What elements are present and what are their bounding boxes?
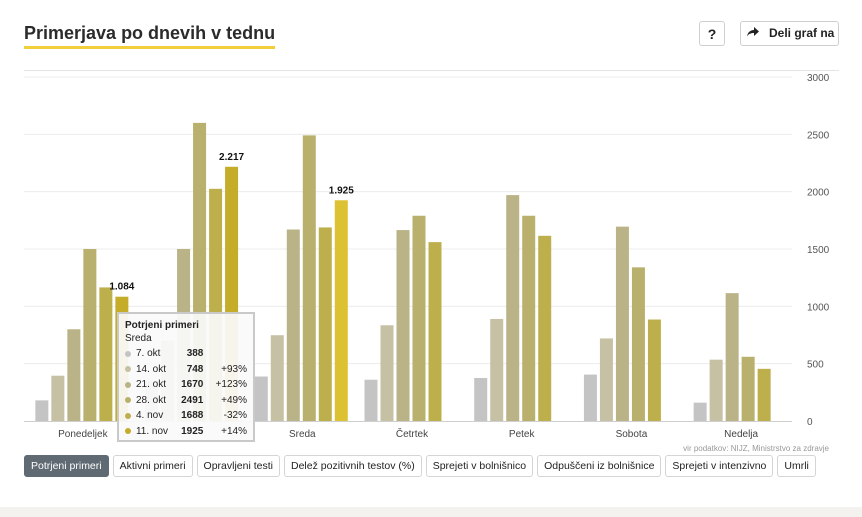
chart-title: Primerjava po dnevih v tednu — [24, 22, 276, 49]
chart-tooltip: Potrjeni primeri Sreda 7. okt 388 14. okt 7… — [117, 312, 255, 442]
header-divider — [24, 70, 839, 71]
bar[interactable] — [334, 200, 348, 421]
tooltip-row: 28. okt 2491 +49% — [125, 393, 247, 409]
tab-metric[interactable]: Odpuščeni iz bolnišnice — [537, 455, 662, 477]
bar[interactable] — [599, 338, 613, 421]
x-tick-label: Sreda — [289, 429, 316, 440]
tooltip-value: 748 — [186, 363, 204, 375]
series-dot-icon — [125, 381, 131, 388]
tab-metric[interactable]: Umrli — [777, 455, 816, 477]
bar[interactable] — [51, 375, 65, 421]
tab-metric[interactable]: Sprejeti v intenzivno — [665, 455, 774, 477]
tooltip-change: +93% — [221, 363, 247, 375]
x-tick-label: Četrtek — [396, 427, 429, 440]
y-tick-label: 2500 — [807, 130, 830, 141]
tab-metric[interactable]: Sprejeti v bolnišnico — [425, 455, 534, 477]
y-tick-label: 3000 — [807, 73, 830, 84]
tooltip-change: +14% — [221, 425, 247, 437]
bar[interactable] — [318, 227, 332, 421]
bar[interactable] — [380, 325, 394, 421]
bar[interactable] — [428, 242, 442, 421]
bar[interactable] — [99, 287, 113, 421]
tooltip-value: 2491 — [181, 394, 204, 406]
share-button[interactable]: Deli graf na — [740, 21, 839, 46]
tooltip-date: 7. okt — [135, 348, 161, 360]
tab-metric[interactable]: Aktivni primeri — [112, 455, 193, 477]
y-tick-label: 2000 — [807, 188, 830, 199]
x-tick-label: Sobota — [616, 429, 648, 440]
footer-band — [0, 507, 862, 517]
data-label: 2.217 — [219, 152, 244, 163]
series-dot-icon — [125, 428, 131, 435]
bar[interactable] — [396, 230, 410, 421]
tooltip-change: +49% — [221, 394, 247, 406]
bar[interactable] — [67, 329, 81, 421]
tooltip-subtitle: Sreda — [125, 333, 152, 344]
bar[interactable] — [474, 378, 488, 421]
data-label: 1.925 — [329, 185, 354, 196]
bar[interactable] — [757, 368, 771, 421]
bar[interactable] — [615, 226, 629, 421]
y-tick-label: 1500 — [807, 245, 830, 256]
tooltip-date: 21. okt — [135, 379, 166, 391]
bar[interactable] — [412, 215, 426, 421]
bar[interactable] — [490, 318, 504, 421]
tooltip-row: 11. nov 1925 +14% — [125, 424, 247, 440]
bar[interactable] — [709, 359, 723, 421]
bar[interactable] — [506, 195, 520, 421]
help-button[interactable]: ? — [699, 21, 725, 46]
x-tick-label: Ponedeljek — [58, 429, 108, 440]
tooltip-value: 1688 — [181, 410, 204, 422]
metric-tabs: Potrjeni primeri Aktivni primeri Opravljen… — [24, 455, 816, 477]
y-tick-label: 0 — [807, 417, 813, 428]
share-arrow-icon — [747, 22, 761, 45]
bar[interactable] — [583, 374, 597, 421]
tab-metric[interactable]: Delež pozitivnih testov (%) — [284, 455, 422, 477]
tooltip-row: 7. okt 388 — [125, 346, 247, 362]
tooltip-row: 14. okt 748 +93% — [125, 362, 247, 378]
bar[interactable] — [302, 135, 316, 421]
series-dot-icon — [125, 397, 131, 404]
tooltip-value: 1925 — [181, 425, 204, 437]
share-label: Deli graf na — [769, 26, 835, 40]
tooltip-value: 1670 — [181, 379, 204, 391]
bar[interactable] — [522, 215, 536, 421]
bar[interactable] — [725, 293, 739, 421]
tooltip-row: 21. okt 1670 +123% — [125, 377, 247, 393]
bar[interactable] — [83, 249, 97, 421]
bar[interactable] — [631, 267, 645, 421]
bar[interactable] — [364, 379, 378, 421]
y-tick-label: 1000 — [807, 302, 830, 313]
chart-labels: 0 500 1000 1500 2000 2500 3000 1.084 Ponedeljek 2… — [58, 73, 830, 440]
bar[interactable] — [538, 235, 552, 421]
bar[interactable] — [286, 229, 300, 421]
tooltip-change: +123% — [215, 379, 247, 391]
bar[interactable] — [741, 356, 755, 421]
tooltip-value: 388 — [186, 348, 204, 360]
tooltip-date: 28. okt — [135, 394, 166, 406]
series-dot-icon — [125, 366, 131, 373]
tab-metric[interactable]: Potrjeni primeri — [24, 455, 109, 477]
x-tick-label: Nedelja — [724, 429, 758, 440]
tooltip-date: 4. nov — [135, 410, 164, 422]
tooltip-date: 14. okt — [135, 363, 166, 375]
tooltip-row: 4. nov 1688 -32% — [125, 408, 247, 424]
bar[interactable] — [647, 319, 661, 421]
tooltip-title: Potrjeni primeri — [125, 320, 199, 331]
series-dot-icon — [125, 412, 131, 419]
bar[interactable] — [254, 376, 268, 421]
bar[interactable] — [35, 400, 49, 421]
tooltip-rows: 7. okt 388 14. okt 748 +93% 21. okt 1670 +123% 2… — [125, 346, 247, 439]
series-dot-icon — [125, 350, 131, 357]
data-label: 1.084 — [109, 282, 134, 293]
tooltip-change: -32% — [223, 410, 247, 422]
tab-metric[interactable]: Opravljeni testi — [196, 455, 280, 477]
data-source-note: vir podatkov: NIJZ, Ministrstvo za zdrav… — [683, 444, 829, 453]
x-tick-label: Petek — [509, 429, 536, 440]
bar[interactable] — [270, 335, 284, 421]
y-tick-label: 500 — [807, 360, 824, 371]
tooltip-date: 11. nov — [135, 425, 169, 437]
bar[interactable] — [693, 402, 707, 421]
